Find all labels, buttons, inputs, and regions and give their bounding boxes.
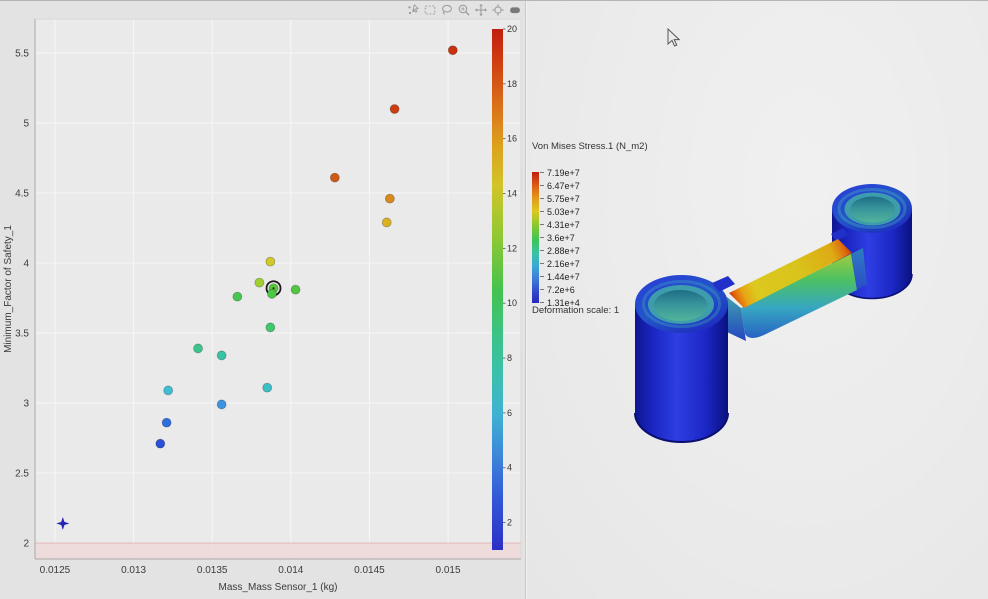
x-tick-label: 0.014 — [278, 565, 303, 576]
x-axis-title: Mass_Mass Sensor_1 (kg) — [219, 582, 338, 593]
y-tick-label: 2 — [23, 539, 29, 550]
fea-colorbar — [532, 172, 539, 303]
scatter-point[interactable] — [381, 217, 392, 228]
y-tick-label: 4 — [23, 259, 29, 270]
snapshot-icon[interactable] — [507, 2, 523, 17]
lasso-select-icon[interactable] — [439, 2, 455, 17]
colorbar-tick-label: 6 — [507, 408, 512, 418]
fea-legend-value: 5.03e+7 — [540, 206, 580, 217]
fea-model-left-boss — [634, 275, 735, 443]
y-tick-label: 5.5 — [15, 49, 29, 60]
fea-legend-value: 3.6e+7 — [540, 232, 575, 243]
plot-area[interactable] — [35, 19, 521, 559]
fea-viewport[interactable]: Von Mises Stress.1 (N_m2) 7.19e+7 6.47e+7… — [527, 1, 988, 599]
scatter-plot[interactable]: 0.0125 0.013 0.0135 0.014 0.0145 0.015 2 2.5 3 3.… — [0, 1, 525, 599]
zoom-in-icon[interactable] — [456, 2, 472, 17]
fea-legend: Von Mises Stress.1 (N_m2) 7.19e+7 6.47e+7… — [529, 141, 659, 331]
y-tick-label: 3.5 — [15, 329, 29, 340]
x-tick-label: 0.015 — [436, 565, 461, 576]
scatter-point[interactable] — [216, 350, 227, 361]
colorbar-tick-label: 2 — [507, 518, 512, 528]
select-points-icon[interactable] — [405, 2, 421, 17]
scatter-point[interactable] — [193, 343, 203, 354]
colorbar-tick-label: 12 — [507, 243, 517, 253]
scatter-panel: 0.0125 0.013 0.0135 0.014 0.0145 0.015 2 2.5 3 3.… — [0, 1, 525, 599]
scatter-point[interactable] — [216, 399, 227, 410]
mouse-cursor — [667, 27, 681, 47]
scatter-point[interactable] — [329, 172, 340, 183]
scatter-point[interactable] — [163, 385, 174, 396]
fea-legend-value: 2.16e+7 — [540, 258, 580, 269]
colorbar-tick-label: 10 — [507, 298, 517, 308]
x-tick-label: 0.013 — [121, 565, 146, 576]
fea-legend-value: 1.44e+7 — [540, 271, 580, 282]
scatter-point[interactable] — [267, 288, 277, 299]
fea-legend-value: 4.31e+7 — [540, 219, 580, 230]
scatter-point[interactable] — [389, 104, 400, 114]
x-tick-label: 0.0135 — [197, 565, 228, 576]
scatter-point[interactable] — [265, 256, 276, 267]
y-axis-title: Minimum_Factor of Safety_1 — [3, 225, 14, 353]
x-tick-label: 0.0125 — [40, 565, 71, 576]
y-tick-label: 5 — [23, 119, 29, 130]
box-select-icon[interactable] — [422, 2, 438, 17]
fea-model[interactable] — [527, 1, 988, 599]
fea-legend-value: 6.47e+7 — [540, 180, 580, 191]
scatter-point[interactable] — [161, 417, 172, 428]
fea-legend-title: Von Mises Stress.1 (N_m2) — [532, 141, 648, 152]
fea-legend-value: 7.2e+6 — [540, 284, 575, 295]
scatter-point-baseline[interactable] — [56, 516, 70, 530]
scatter-point[interactable] — [155, 438, 166, 449]
colorbar-tick-label: 8 — [507, 353, 512, 363]
scatter-colorbar — [492, 29, 503, 550]
y-tick-label: 2.5 — [15, 469, 29, 480]
y-tick-label: 3 — [23, 399, 29, 410]
fea-deformation-label: Deformation scale: 1 — [532, 305, 620, 316]
colorbar-tick-label: 16 — [507, 134, 517, 144]
colorbar-tick-label: 4 — [507, 463, 512, 473]
x-tick-label: 0.0145 — [354, 565, 385, 576]
plot-toolbar — [405, 2, 523, 17]
threshold-band — [35, 543, 521, 559]
fea-legend-value: 5.75e+7 — [540, 193, 580, 204]
fea-legend-value: 1.31e+4 — [540, 297, 580, 308]
colorbar-tick-label: 14 — [507, 189, 517, 199]
colorbar-tick-label: 18 — [507, 79, 517, 89]
selected-point-center — [272, 287, 275, 290]
fea-model-shaft — [727, 239, 867, 341]
y-tick-label: 4.5 — [15, 189, 29, 200]
fea-legend-value: 7.19e+7 — [540, 167, 580, 178]
scatter-point[interactable] — [232, 291, 243, 302]
scatter-point[interactable] — [265, 322, 276, 333]
pan-icon[interactable] — [473, 2, 489, 17]
fea-legend-value: 2.88e+7 — [540, 245, 580, 256]
colorbar-tick-label: 20 — [507, 24, 517, 34]
panel-divider[interactable] — [525, 1, 527, 599]
scatter-point[interactable] — [447, 45, 458, 56]
scatter-point[interactable] — [290, 284, 301, 295]
autoscale-icon[interactable] — [490, 2, 506, 17]
scatter-point[interactable] — [262, 382, 273, 393]
scatter-point[interactable] — [384, 193, 395, 204]
scatter-point[interactable] — [254, 277, 265, 288]
